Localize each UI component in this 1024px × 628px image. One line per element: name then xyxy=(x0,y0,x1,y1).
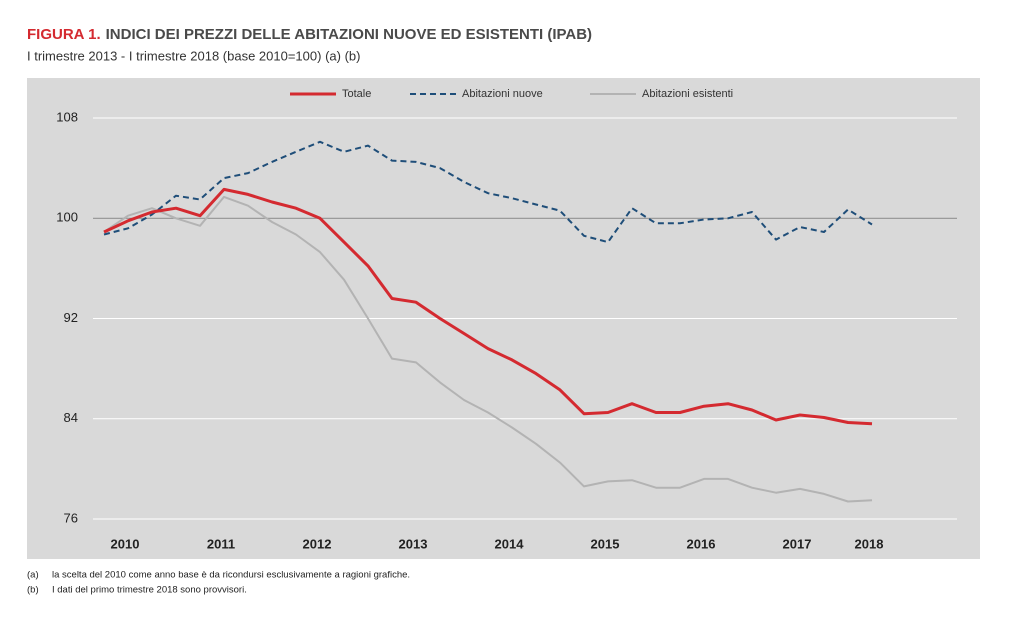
x-tick-label: 2017 xyxy=(783,536,812,551)
chart-title: INDICI DEI PREZZI DELLE ABITAZIONI NUOVE… xyxy=(106,26,592,43)
y-tick-label: 100 xyxy=(56,210,78,225)
note-mark: (b) xyxy=(27,585,39,596)
chart-subtitle: I trimestre 2013 - I trimestre 2018 (bas… xyxy=(27,48,360,63)
series-line xyxy=(103,140,873,244)
legend-label: Abitazioni nuove xyxy=(462,88,543,100)
series-line xyxy=(103,187,873,426)
x-tick-label: 2015 xyxy=(591,536,620,551)
chart-title-prefix: FIGURA 1. xyxy=(27,26,101,43)
y-tick-label: 108 xyxy=(56,109,78,124)
x-tick-label: 2018 xyxy=(855,536,884,551)
x-tick-label: 2012 xyxy=(303,536,332,551)
note-text: I dati del primo trimestre 2018 sono pro… xyxy=(52,585,247,596)
x-tick-label: 2016 xyxy=(687,536,716,551)
note-mark: (a) xyxy=(27,570,39,581)
x-tick-label: 2011 xyxy=(207,536,235,551)
series-line xyxy=(103,195,873,503)
note-text: la scelta del 2010 come anno base è da r… xyxy=(52,570,410,581)
x-tick-label: 2013 xyxy=(399,536,428,551)
legend-label: Totale xyxy=(342,88,371,100)
legend-label: Abitazioni esistenti xyxy=(642,88,733,100)
y-tick-label: 92 xyxy=(64,310,78,325)
x-tick-label: 2014 xyxy=(495,536,525,551)
y-tick-label: 76 xyxy=(64,510,78,525)
x-tick-label: 2010 xyxy=(111,536,140,551)
y-tick-label: 84 xyxy=(64,410,78,425)
